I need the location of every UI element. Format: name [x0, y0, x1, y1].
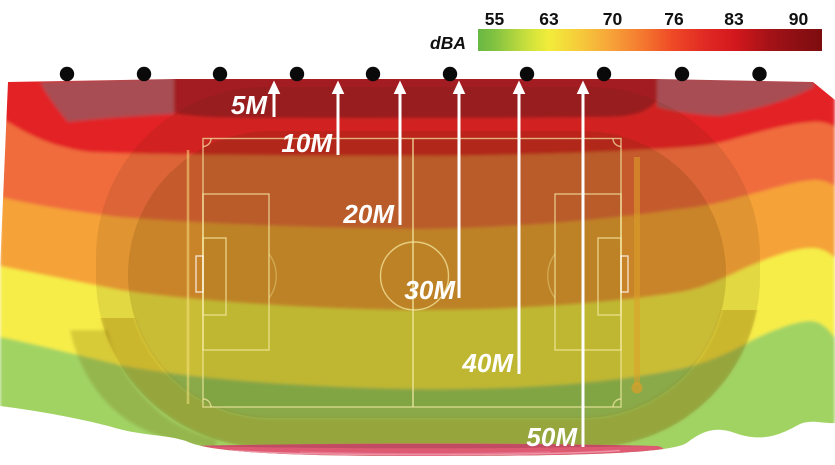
svg-text:20M: 20M	[342, 199, 395, 229]
svg-text:83: 83	[724, 9, 744, 29]
svg-text:30M: 30M	[404, 275, 456, 305]
svg-text:50M: 50M	[526, 422, 578, 452]
svg-text:5M: 5M	[231, 90, 268, 120]
svg-text:55: 55	[485, 9, 505, 29]
svg-text:10M: 10M	[281, 128, 333, 158]
svg-text:40M: 40M	[461, 348, 514, 378]
svg-text:dBA: dBA	[430, 33, 466, 53]
svg-text:76: 76	[664, 9, 684, 29]
svg-text:70: 70	[603, 9, 623, 29]
svg-text:63: 63	[539, 9, 559, 29]
svg-text:90: 90	[789, 9, 809, 29]
